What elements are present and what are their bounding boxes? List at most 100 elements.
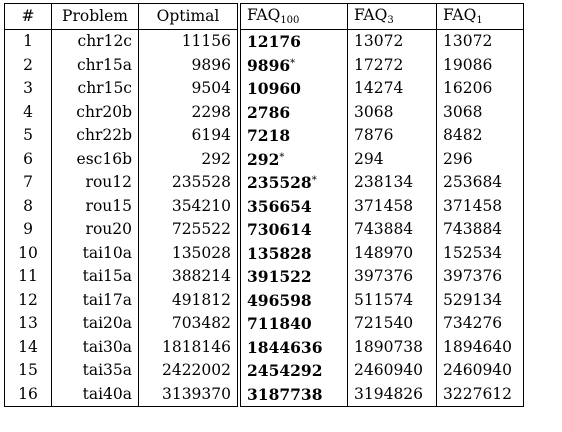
header-index: # <box>4 3 52 30</box>
row-faq3-cell-value: 238134 <box>354 173 414 191</box>
row-optimal-cell: 2422002 <box>138 359 239 383</box>
row-index-cell: 13 <box>4 312 52 336</box>
row-faq3-cell: 13072 <box>347 29 437 54</box>
row-faq3-cell-value: 511574 <box>354 290 414 309</box>
row-faq1-cell: 734276 <box>436 312 524 336</box>
optimal-marker: * <box>290 57 296 69</box>
row-problem-cell-value: tai40a <box>82 384 132 403</box>
row-faq100-cell-value: 356654 <box>247 196 312 216</box>
row-problem-cell: tai40a <box>51 382 139 407</box>
row-faq100-cell-value: 730614 <box>247 220 312 239</box>
row-index-cell-value: 5 <box>23 126 33 144</box>
row-problem-cell: chr12c <box>51 29 139 54</box>
row-problem-cell: rou15 <box>51 194 139 218</box>
row-faq3-cell: 148970 <box>347 241 437 265</box>
row-faq1-cell-value: 1894640 <box>443 337 513 356</box>
table-row: 1 chr12c 11156 12176 13072 13072 <box>4 29 524 54</box>
row-optimal-cell-value: 3139370 <box>161 384 231 403</box>
table-row: 16 tai40a 3139370 3187738 3194826 3227612 <box>4 382 524 407</box>
row-faq3-cell: 397376 <box>347 265 437 289</box>
row-optimal-cell-value: 9504 <box>191 79 231 97</box>
row-index-cell-value: 7 <box>23 173 33 191</box>
row-faq3-cell-value: 294 <box>354 149 384 168</box>
table-row: 10 tai10a 135028 135828 148970 152534 <box>4 241 524 265</box>
row-faq100-cell: 2454292 <box>237 359 348 383</box>
row-problem-cell-value: chr15a <box>76 55 132 74</box>
row-problem-cell: tai35a <box>51 359 139 383</box>
row-faq1-cell: 2460940 <box>436 359 524 383</box>
row-faq100-cell-value: 235528 <box>247 173 312 192</box>
table-row: 14 tai30a 1818146 1844636 1890738 1894640 <box>4 335 524 359</box>
row-faq100-cell-value: 3187738 <box>247 384 323 404</box>
row-faq1-cell: 397376 <box>436 265 524 289</box>
row-faq3-cell: 371458 <box>347 194 437 218</box>
row-faq3-cell-value: 397376 <box>354 267 414 285</box>
row-optimal-cell-value: 9896 <box>191 55 231 74</box>
row-index-cell: 5 <box>4 124 52 148</box>
row-index-cell-value: 16 <box>18 384 38 403</box>
row-faq3-cell-value: 14274 <box>354 79 404 97</box>
row-optimal-cell-value: 2422002 <box>161 361 231 379</box>
row-faq1-cell: 8482 <box>436 124 524 148</box>
row-problem-cell-value: rou20 <box>85 220 132 238</box>
row-optimal-cell: 491812 <box>138 288 239 312</box>
row-problem-cell-value: tai35a <box>82 361 132 379</box>
row-index-cell-value: 11 <box>18 267 38 285</box>
row-optimal-cell: 3139370 <box>138 382 239 407</box>
row-optimal-cell-value: 491812 <box>171 290 231 309</box>
row-problem-cell: tai10a <box>51 241 139 265</box>
row-optimal-cell: 703482 <box>138 312 239 336</box>
row-problem-cell: tai20a <box>51 312 139 336</box>
row-faq100-cell-value: 12176 <box>247 32 301 51</box>
header-faq3-sub: 3 <box>387 14 394 26</box>
row-problem-cell: chr22b <box>51 124 139 148</box>
row-faq1-cell: 152534 <box>436 241 524 265</box>
optimal-marker: * <box>311 175 317 186</box>
row-faq100-cell: 1844636 <box>237 335 348 359</box>
row-faq1-cell: 3227612 <box>436 382 524 407</box>
row-optimal-cell-value: 1818146 <box>161 337 231 356</box>
row-problem-cell-value: chr15c <box>77 79 132 97</box>
row-faq100-cell: 3187738 <box>237 382 348 407</box>
row-faq1-cell-value: 371458 <box>443 196 503 215</box>
row-faq1-cell-value: 152534 <box>443 243 503 262</box>
row-faq1-cell-value: 296 <box>443 149 473 168</box>
row-optimal-cell: 11156 <box>138 29 239 54</box>
row-faq1-cell-value: 13072 <box>443 32 493 50</box>
row-index-cell: 10 <box>4 241 52 265</box>
table-row: 4 chr20b 2298 2786 3068 3068 <box>4 100 524 124</box>
row-faq100-cell: 10960 <box>237 77 348 101</box>
row-problem-cell: rou12 <box>51 171 139 195</box>
row-index-cell: 12 <box>4 288 52 312</box>
row-problem-cell-value: chr20b <box>76 102 132 121</box>
row-problem-cell: chr15c <box>51 77 139 101</box>
row-optimal-cell: 354210 <box>138 194 239 218</box>
row-index-cell: 8 <box>4 194 52 218</box>
header-faq1-sub: 1 <box>476 14 483 26</box>
row-faq3-cell-value: 13072 <box>354 32 404 50</box>
row-faq100-cell-value: 10960 <box>247 79 301 98</box>
row-faq100-cell: 135828 <box>237 241 348 265</box>
row-faq100-cell: 292* <box>237 147 348 171</box>
row-faq1-cell-value: 16206 <box>443 79 493 97</box>
row-faq100-cell: 7218 <box>237 124 348 148</box>
row-optimal-cell-value: 292 <box>201 149 231 168</box>
row-optimal-cell-value: 135028 <box>171 243 231 262</box>
row-problem-cell-value: rou15 <box>85 196 132 215</box>
row-index-cell: 15 <box>4 359 52 383</box>
row-faq100-cell-value: 292 <box>247 149 280 169</box>
row-problem-cell: tai30a <box>51 335 139 359</box>
row-problem-cell-value: chr22b <box>76 126 132 144</box>
row-faq3-cell: 3194826 <box>347 382 437 407</box>
row-faq3-cell-value: 3194826 <box>354 384 424 403</box>
table-row: 7 rou12 235528 235528* 238134 253684 <box>4 171 524 195</box>
row-optimal-cell-value: 354210 <box>171 196 231 215</box>
header-faq3-base: FAQ <box>354 5 388 24</box>
row-index-cell-value: 3 <box>23 79 33 97</box>
header-problem: Problem <box>51 3 139 30</box>
row-faq1-cell: 1894640 <box>436 335 524 359</box>
table-row: 5 chr22b 6194 7218 7876 8482 <box>4 124 524 148</box>
row-problem-cell: chr20b <box>51 100 139 124</box>
row-index-cell-value: 4 <box>23 102 33 121</box>
row-faq3-cell: 2460940 <box>347 359 437 383</box>
